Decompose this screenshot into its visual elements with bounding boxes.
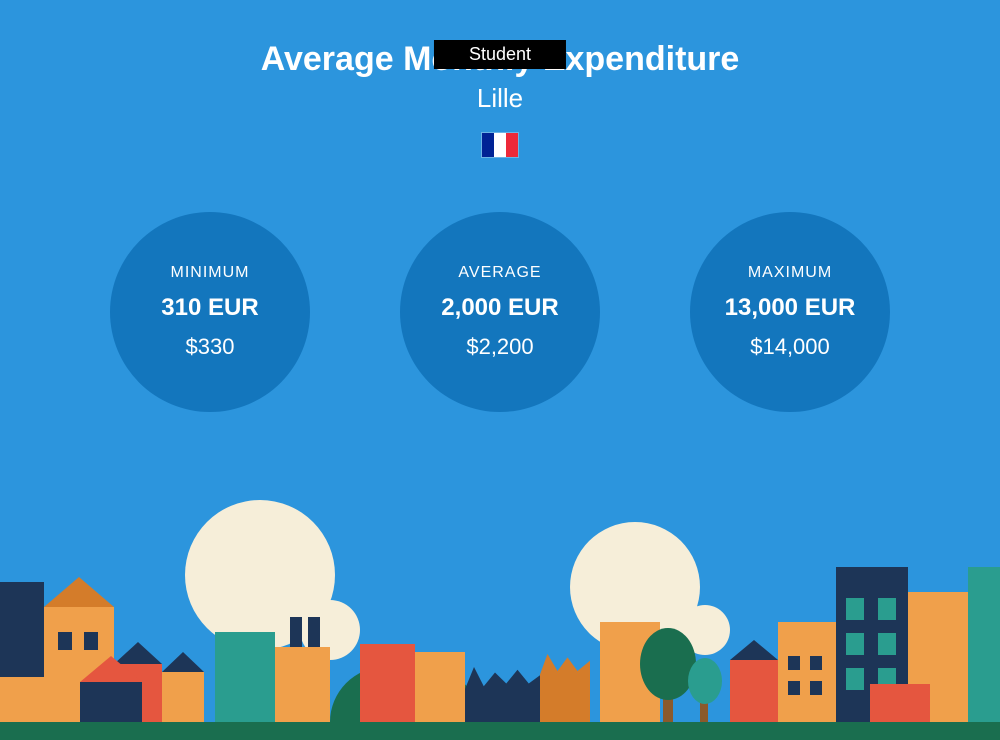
building-icon [275,647,330,722]
window-icon [788,656,800,670]
stat-value: 310 EUR [161,294,258,322]
chimney-icon [290,617,302,647]
building-icon [730,660,778,722]
window-icon [878,633,896,655]
flag-stripe-white [494,133,506,157]
stat-average: AVERAGE 2,000 EUR $2,200 [400,212,600,412]
ruin-icon [465,667,540,722]
category-badge: Student [434,40,566,69]
stat-label: AVERAGE [458,264,541,282]
window-icon [846,598,864,620]
window-icon [846,633,864,655]
tree-icon [640,628,696,700]
building-icon [415,652,465,722]
building-icon [215,632,275,722]
roof-icon [730,640,778,660]
stats-row: MINIMUM 310 EUR $330 AVERAGE 2,000 EUR $… [0,212,1000,412]
stat-value: 13,000 EUR [725,294,856,322]
building-icon [162,672,204,722]
stat-minimum: MINIMUM 310 EUR $330 [110,212,310,412]
building-icon [360,644,415,722]
stat-usd: $14,000 [750,334,830,360]
house-icon [80,682,142,722]
building-icon [968,567,1000,722]
window-icon [84,632,98,650]
stat-maximum: MAXIMUM 13,000 EUR $14,000 [690,212,890,412]
roof-icon [44,577,114,607]
stat-usd: $330 [186,334,235,360]
window-icon [810,656,822,670]
roof-icon [162,652,204,672]
window-icon [788,681,800,695]
tree-icon [688,658,722,704]
flag-stripe-red [506,133,518,157]
window-icon [58,632,72,650]
window-icon [846,668,864,690]
window-icon [810,681,822,695]
building-icon [540,654,590,722]
stat-label: MAXIMUM [748,264,832,282]
stat-value: 2,000 EUR [441,294,558,322]
roof-icon [80,656,142,682]
building-icon [870,684,930,722]
ground [0,722,1000,740]
stat-usd: $2,200 [466,334,533,360]
cityscape-illustration [0,510,1000,740]
building-icon [778,622,836,722]
window-icon [878,598,896,620]
flag-stripe-blue [482,133,494,157]
page-subtitle: Lille [0,83,1000,114]
france-flag-icon [481,132,519,158]
chimney-icon [308,617,320,647]
stat-label: MINIMUM [171,264,250,282]
